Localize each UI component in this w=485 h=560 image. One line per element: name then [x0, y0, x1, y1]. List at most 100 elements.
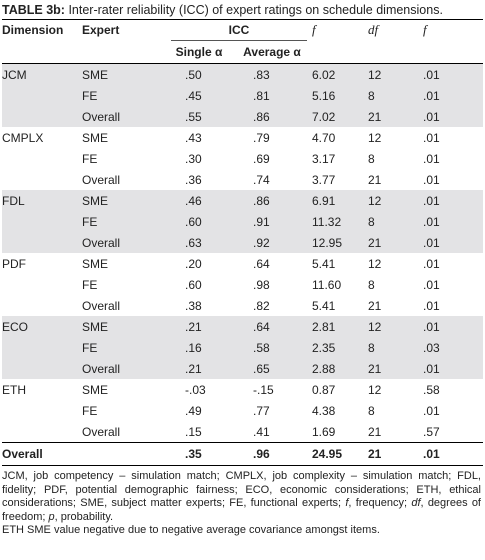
- eth-note: ETH SME value negative due to negative a…: [2, 524, 380, 536]
- table-caption: TABLE 3b: Inter-rater reliability (ICC) …: [2, 2, 483, 18]
- df-cell: 8: [368, 337, 423, 358]
- f-cell: 6.91: [312, 190, 368, 211]
- df-cell: 21: [368, 232, 423, 253]
- header-dimension: Dimension: [2, 23, 64, 37]
- table-container: TABLE 3b: Inter-rater reliability (ICC) …: [2, 2, 483, 538]
- single-alpha-cell: .63: [166, 232, 232, 253]
- average-alpha-cell: -.15: [253, 382, 274, 397]
- table-row: Overall .38 .82 5.41 21 .01: [2, 295, 483, 316]
- table-row: FE .60 .98 11.60 8 .01: [2, 274, 483, 295]
- header-single-alpha: Single α: [175, 45, 223, 59]
- df-cell: 12: [368, 256, 382, 271]
- f-cell: 7.02: [312, 106, 368, 127]
- df-cell: 21: [368, 358, 423, 379]
- p-cell: .01: [423, 256, 440, 271]
- expert-cell: FE: [82, 85, 166, 106]
- single-alpha-cell: .38: [185, 298, 202, 313]
- table-row: FE .60.91 11.32 8.01: [2, 211, 483, 232]
- expert-cell: FE: [82, 403, 98, 418]
- average-alpha-cell: .86: [232, 190, 312, 211]
- header-f-2: f: [423, 22, 427, 37]
- single-alpha-cell: .15: [185, 424, 202, 439]
- f-cell: 4.38: [312, 403, 336, 418]
- dimension-cell: [2, 211, 82, 232]
- single-alpha-cell: .46: [166, 190, 232, 211]
- f-cell: 5.41: [312, 256, 336, 271]
- caption-text: Inter-rater reliability (ICC) of expert …: [68, 3, 443, 17]
- df-cell: 8: [368, 211, 423, 232]
- table-row: PDF SME .20 .64 5.41 12 .01: [2, 253, 483, 274]
- single-alpha-cell: .16: [166, 337, 232, 358]
- expert-cell: Overall: [82, 172, 121, 187]
- note-segment: , degrees of freedom;: [2, 497, 481, 523]
- dimension-cell: ECO: [2, 316, 82, 337]
- single-alpha-cell: .49: [185, 403, 202, 418]
- dimension-cell: [2, 337, 82, 358]
- header-icc-label: ICC: [171, 22, 307, 41]
- header-average-alpha: Average α: [243, 45, 301, 59]
- expert-cell: SME: [82, 316, 166, 337]
- df-cell: 21: [368, 172, 382, 187]
- df-cell: 8: [368, 85, 423, 106]
- f-cell: 5.41: [312, 298, 336, 313]
- header-row-1: Dimension Expert ICC f df f: [2, 19, 483, 41]
- expert-cell: SME: [82, 63, 166, 85]
- average-alpha-cell: .64: [232, 316, 312, 337]
- average-alpha-cell: .74: [253, 172, 270, 187]
- table-notes: JCM, job competency – simulation match; …: [2, 470, 483, 538]
- p-cell: .58: [423, 382, 440, 397]
- header-df: df: [368, 22, 379, 37]
- f-cell: 0.87: [312, 382, 336, 397]
- average-alpha-cell: .69: [253, 151, 270, 166]
- overall-single: .35: [185, 447, 202, 461]
- average-alpha-cell: .82: [253, 298, 270, 313]
- average-alpha-cell: .83: [232, 63, 312, 85]
- dimension-cell: [2, 85, 82, 106]
- overall-label: Overall: [2, 447, 43, 461]
- header-row-2: Single α Average α: [2, 41, 483, 64]
- expert-cell: FE: [82, 211, 166, 232]
- f-cell: 3.17: [312, 151, 336, 166]
- average-alpha-cell: .86: [232, 106, 312, 127]
- f-cell: 2.35: [312, 337, 368, 358]
- expert-cell: SME: [82, 190, 166, 211]
- average-alpha-cell: .77: [253, 403, 270, 418]
- df-cell: 21: [368, 106, 423, 127]
- note-segment: df: [411, 497, 421, 509]
- single-alpha-cell: .21: [166, 358, 232, 379]
- dimension-cell: [2, 400, 82, 421]
- note-segment: f: [345, 497, 349, 509]
- note-segment: , frequency;: [348, 497, 412, 509]
- table-row: FE .45.81 5.16 8.01: [2, 85, 483, 106]
- abbreviations-note: JCM, job competency – simulation match; …: [2, 470, 481, 524]
- single-alpha-cell: .21: [166, 316, 232, 337]
- overall-df: 21: [368, 447, 382, 461]
- caption-label: TABLE 3b:: [2, 3, 65, 17]
- single-alpha-cell: .60: [166, 211, 232, 232]
- df-cell: 21: [368, 424, 382, 439]
- dimension-cell: [2, 421, 82, 443]
- df-cell: 8: [368, 277, 375, 292]
- header-f: f: [312, 22, 316, 37]
- p-cell: .01: [423, 277, 440, 292]
- average-alpha-cell: .98: [253, 277, 270, 292]
- dimension-cell: [2, 274, 82, 295]
- df-cell: 12: [368, 130, 382, 145]
- overall-row: Overall .35 .96 24.95 21 .01: [2, 442, 483, 466]
- dimension-cell: [2, 148, 82, 169]
- df-cell: 12: [368, 316, 423, 337]
- header-expert: Expert: [82, 23, 120, 37]
- p-cell: .01: [423, 130, 440, 145]
- table-row: ECO SME .21.64 2.81 12.01: [2, 316, 483, 337]
- dimension-cell: [2, 358, 82, 379]
- f-cell: 11.60: [312, 277, 342, 292]
- p-cell: .01: [423, 63, 483, 85]
- table-row: Overall .15 .41 1.69 21 .57: [2, 421, 483, 443]
- p-cell: .01: [423, 403, 440, 418]
- overall-f: 24.95: [312, 447, 343, 461]
- p-cell: .01: [423, 85, 483, 106]
- dimension-cell: [2, 232, 82, 253]
- table-row: Overall .63.92 12.95 21.01: [2, 232, 483, 253]
- p-cell: .01: [423, 211, 483, 232]
- expert-cell: FE: [82, 151, 98, 166]
